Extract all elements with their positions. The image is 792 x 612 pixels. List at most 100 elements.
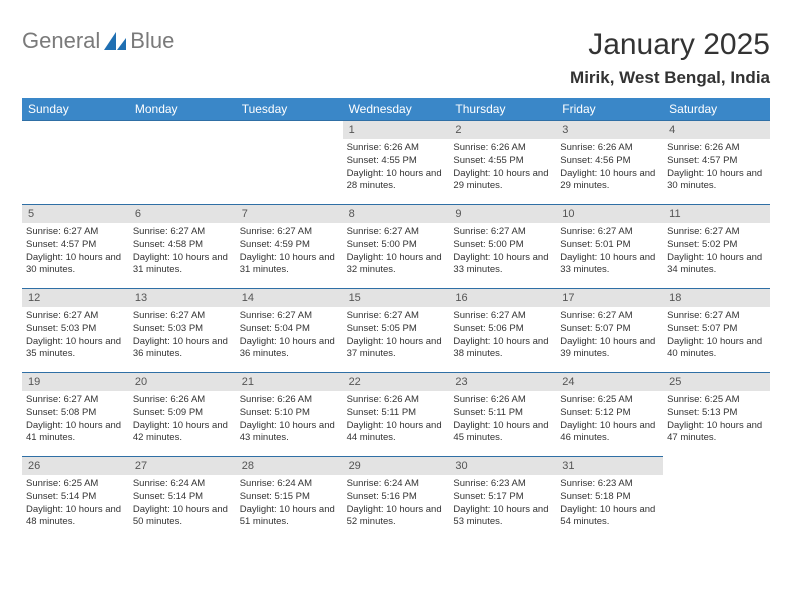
calendar-cell: 15Sunrise: 6:27 AMSunset: 5:05 PMDayligh… (343, 288, 450, 372)
day-details: Sunrise: 6:26 AMSunset: 4:55 PMDaylight:… (343, 139, 450, 199)
day-details: Sunrise: 6:27 AMSunset: 5:00 PMDaylight:… (449, 223, 556, 283)
day-details: Sunrise: 6:26 AMSunset: 4:57 PMDaylight:… (663, 139, 770, 199)
day-details: Sunrise: 6:24 AMSunset: 5:15 PMDaylight:… (236, 475, 343, 535)
day-number: 22 (343, 373, 450, 391)
sunset-line: Sunset: 5:13 PM (667, 407, 766, 420)
calendar-cell: 25Sunrise: 6:25 AMSunset: 5:13 PMDayligh… (663, 372, 770, 456)
sunrise-line: Sunrise: 6:26 AM (347, 142, 446, 155)
sunset-line: Sunset: 5:15 PM (240, 491, 339, 504)
day-number: 7 (236, 205, 343, 223)
sunset-line: Sunset: 5:06 PM (453, 323, 552, 336)
day-number: 4 (663, 121, 770, 139)
calendar-cell: 27Sunrise: 6:24 AMSunset: 5:14 PMDayligh… (129, 456, 236, 540)
daylight-line: Daylight: 10 hours and 54 minutes. (560, 504, 659, 530)
sunset-line: Sunset: 5:04 PM (240, 323, 339, 336)
day-details: Sunrise: 6:25 AMSunset: 5:14 PMDaylight:… (22, 475, 129, 535)
day-number: 5 (22, 205, 129, 223)
sunrise-line: Sunrise: 6:27 AM (347, 226, 446, 239)
day-number: 21 (236, 373, 343, 391)
day-details: Sunrise: 6:26 AMSunset: 5:10 PMDaylight:… (236, 391, 343, 451)
day-details: Sunrise: 6:27 AMSunset: 5:07 PMDaylight:… (556, 307, 663, 367)
sunset-line: Sunset: 5:12 PM (560, 407, 659, 420)
sunset-line: Sunset: 5:17 PM (453, 491, 552, 504)
day-number: 30 (449, 457, 556, 475)
sunrise-line: Sunrise: 6:27 AM (560, 226, 659, 239)
day-details: Sunrise: 6:27 AMSunset: 5:04 PMDaylight:… (236, 307, 343, 367)
sunset-line: Sunset: 5:11 PM (347, 407, 446, 420)
day-details: Sunrise: 6:27 AMSunset: 5:03 PMDaylight:… (22, 307, 129, 367)
calendar-cell: 29Sunrise: 6:24 AMSunset: 5:16 PMDayligh… (343, 456, 450, 540)
sunrise-line: Sunrise: 6:26 AM (133, 394, 232, 407)
calendar-cell: 20Sunrise: 6:26 AMSunset: 5:09 PMDayligh… (129, 372, 236, 456)
sunrise-line: Sunrise: 6:27 AM (133, 226, 232, 239)
calendar-cell: 30Sunrise: 6:23 AMSunset: 5:17 PMDayligh… (449, 456, 556, 540)
weekday-header: Thursday (449, 98, 556, 120)
day-details: Sunrise: 6:24 AMSunset: 5:14 PMDaylight:… (129, 475, 236, 535)
calendar-cell: 19Sunrise: 6:27 AMSunset: 5:08 PMDayligh… (22, 372, 129, 456)
day-number: 28 (236, 457, 343, 475)
sunrise-line: Sunrise: 6:27 AM (26, 310, 125, 323)
sunrise-line: Sunrise: 6:24 AM (133, 478, 232, 491)
page-title: January 2025 (588, 28, 770, 62)
calendar-cell: 5Sunrise: 6:27 AMSunset: 4:57 PMDaylight… (22, 204, 129, 288)
calendar-cell: 9Sunrise: 6:27 AMSunset: 5:00 PMDaylight… (449, 204, 556, 288)
day-details: Sunrise: 6:26 AMSunset: 5:11 PMDaylight:… (343, 391, 450, 451)
calendar-cell: 1Sunrise: 6:26 AMSunset: 4:55 PMDaylight… (343, 120, 450, 204)
day-number: 29 (343, 457, 450, 475)
sunrise-line: Sunrise: 6:26 AM (453, 394, 552, 407)
location-subtitle: Mirik, West Bengal, India (22, 68, 770, 88)
daylight-line: Daylight: 10 hours and 29 minutes. (560, 168, 659, 194)
daylight-line: Daylight: 10 hours and 48 minutes. (26, 504, 125, 530)
calendar-cell: 24Sunrise: 6:25 AMSunset: 5:12 PMDayligh… (556, 372, 663, 456)
sunset-line: Sunset: 4:55 PM (453, 155, 552, 168)
sunrise-line: Sunrise: 6:27 AM (453, 310, 552, 323)
calendar-header-row: SundayMondayTuesdayWednesdayThursdayFrid… (22, 98, 770, 120)
day-number: 25 (663, 373, 770, 391)
day-details: Sunrise: 6:26 AMSunset: 5:09 PMDaylight:… (129, 391, 236, 451)
day-number: 14 (236, 289, 343, 307)
brand-word-1: General (22, 28, 100, 54)
daylight-line: Daylight: 10 hours and 47 minutes. (667, 420, 766, 446)
daylight-line: Daylight: 10 hours and 40 minutes. (667, 336, 766, 362)
daylight-line: Daylight: 10 hours and 38 minutes. (453, 336, 552, 362)
daylight-line: Daylight: 10 hours and 31 minutes. (240, 252, 339, 278)
weekday-header: Monday (129, 98, 236, 120)
day-details: Sunrise: 6:26 AMSunset: 5:11 PMDaylight:… (449, 391, 556, 451)
day-details: Sunrise: 6:23 AMSunset: 5:17 PMDaylight:… (449, 475, 556, 535)
daylight-line: Daylight: 10 hours and 36 minutes. (133, 336, 232, 362)
daylight-line: Daylight: 10 hours and 29 minutes. (453, 168, 552, 194)
calendar-cell: 8Sunrise: 6:27 AMSunset: 5:00 PMDaylight… (343, 204, 450, 288)
sunrise-line: Sunrise: 6:27 AM (26, 226, 125, 239)
day-details: Sunrise: 6:27 AMSunset: 5:08 PMDaylight:… (22, 391, 129, 451)
calendar-cell-empty (22, 120, 129, 204)
day-number: 17 (556, 289, 663, 307)
daylight-line: Daylight: 10 hours and 42 minutes. (133, 420, 232, 446)
calendar-cell: 2Sunrise: 6:26 AMSunset: 4:55 PMDaylight… (449, 120, 556, 204)
sunset-line: Sunset: 5:08 PM (26, 407, 125, 420)
sunset-line: Sunset: 5:07 PM (560, 323, 659, 336)
sunrise-line: Sunrise: 6:25 AM (26, 478, 125, 491)
day-details: Sunrise: 6:27 AMSunset: 5:07 PMDaylight:… (663, 307, 770, 367)
calendar-cell-empty (129, 120, 236, 204)
calendar-cell: 12Sunrise: 6:27 AMSunset: 5:03 PMDayligh… (22, 288, 129, 372)
sunset-line: Sunset: 5:02 PM (667, 239, 766, 252)
sunset-line: Sunset: 4:59 PM (240, 239, 339, 252)
daylight-line: Daylight: 10 hours and 52 minutes. (347, 504, 446, 530)
sunset-line: Sunset: 5:14 PM (133, 491, 232, 504)
sunrise-line: Sunrise: 6:27 AM (347, 310, 446, 323)
sunrise-line: Sunrise: 6:27 AM (667, 226, 766, 239)
sunrise-line: Sunrise: 6:24 AM (347, 478, 446, 491)
day-number: 3 (556, 121, 663, 139)
daylight-line: Daylight: 10 hours and 35 minutes. (26, 336, 125, 362)
calendar-body: 1Sunrise: 6:26 AMSunset: 4:55 PMDaylight… (22, 120, 770, 540)
daylight-line: Daylight: 10 hours and 34 minutes. (667, 252, 766, 278)
day-number: 11 (663, 205, 770, 223)
sunrise-line: Sunrise: 6:23 AM (560, 478, 659, 491)
calendar-cell: 23Sunrise: 6:26 AMSunset: 5:11 PMDayligh… (449, 372, 556, 456)
daylight-line: Daylight: 10 hours and 44 minutes. (347, 420, 446, 446)
brand-logo: General Blue (22, 28, 174, 54)
day-number: 1 (343, 121, 450, 139)
daylight-line: Daylight: 10 hours and 41 minutes. (26, 420, 125, 446)
calendar-cell: 14Sunrise: 6:27 AMSunset: 5:04 PMDayligh… (236, 288, 343, 372)
sunset-line: Sunset: 5:10 PM (240, 407, 339, 420)
